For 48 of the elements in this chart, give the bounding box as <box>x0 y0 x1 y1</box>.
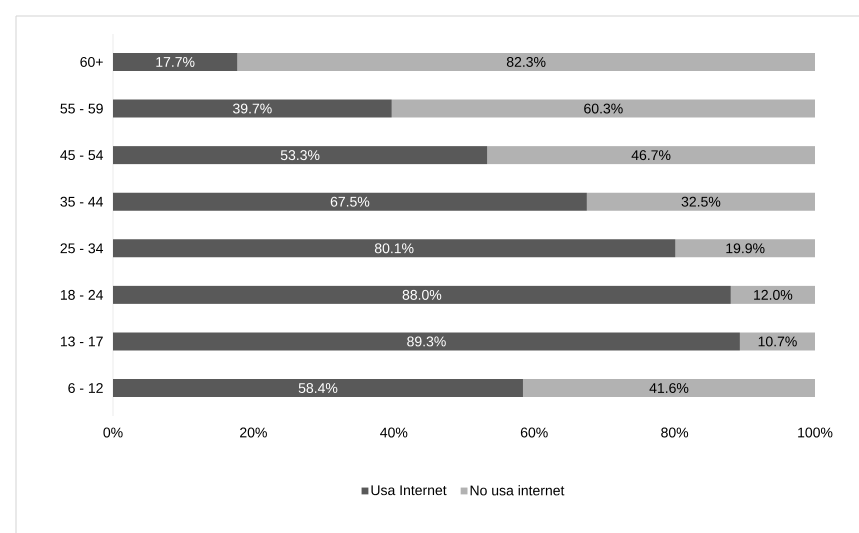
y-tick-label: 18 - 24 <box>60 290 104 300</box>
bar <box>113 379 523 398</box>
bar <box>487 146 816 164</box>
x-tick-label: 60% <box>520 428 548 438</box>
y-tick-label: 25 - 34 <box>60 243 104 254</box>
data-label: 60.3% <box>584 104 623 114</box>
data-label: 41.6% <box>649 383 688 394</box>
bar <box>522 379 816 398</box>
data-label: 82.3% <box>506 56 546 67</box>
data-label: 89.3% <box>407 336 446 346</box>
bar <box>113 239 676 258</box>
data-label: 17.7% <box>156 57 194 67</box>
x-tick-label: 0% <box>103 428 123 438</box>
data-label: 88.0% <box>402 290 442 300</box>
y-tick-label: 45 - 54 <box>60 150 104 160</box>
data-label: 10.7% <box>758 336 797 346</box>
bar <box>237 52 816 71</box>
data-label: 80.1% <box>374 243 414 254</box>
y-tick-label: 60+ <box>80 56 103 67</box>
legend-label: Usa Internet <box>371 485 447 496</box>
bar <box>113 146 488 164</box>
bar <box>586 192 816 211</box>
data-label: 39.7% <box>233 104 272 114</box>
bar <box>113 100 392 118</box>
legend-label: No usa internet <box>470 485 564 496</box>
y-tick-label: 6 - 12 <box>68 383 103 394</box>
bar <box>113 52 238 71</box>
x-tick-label: 40% <box>380 428 408 438</box>
data-label: 12.0% <box>754 290 792 300</box>
bar <box>113 192 587 211</box>
x-tick-label: 20% <box>240 428 267 438</box>
data-label: 53.3% <box>280 150 320 160</box>
y-tick-label: 35 - 44 <box>60 196 104 207</box>
data-label: 46.7% <box>632 150 670 160</box>
data-label: 58.4% <box>298 383 338 394</box>
data-label: 67.5% <box>330 196 370 207</box>
x-tick-label: 100% <box>798 428 832 438</box>
bar <box>675 239 816 258</box>
x-tick-label: 80% <box>661 428 688 438</box>
bar <box>392 100 816 118</box>
bar <box>113 286 731 304</box>
bar <box>730 286 816 304</box>
data-label: 32.5% <box>682 196 720 207</box>
bar <box>113 332 740 350</box>
data-label: 19.9% <box>726 243 765 254</box>
bar <box>740 332 816 350</box>
y-tick-label: 55 - 59 <box>60 104 103 114</box>
y-tick-label: 13 - 17 <box>60 336 103 346</box>
